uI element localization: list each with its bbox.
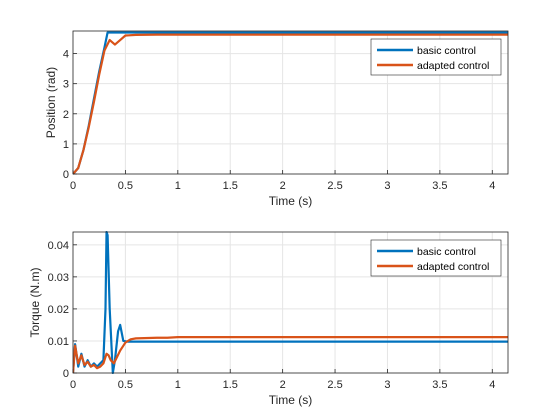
torque-x-tick-label-0: 0	[70, 379, 76, 391]
torque-axes-box	[72, 231, 509, 374]
position-axes	[72, 30, 509, 175]
torque-y-tick-label-3: 0.03	[48, 272, 69, 284]
position-x-tick-label-3: 1.5	[223, 180, 238, 192]
position-x-axis-label: Time (s)	[269, 194, 313, 208]
torque-legend-basic-label: basic control	[417, 246, 476, 258]
torque-x-tick-label-2: 1	[175, 379, 181, 391]
torque-x-tick-label-3: 1.5	[223, 379, 238, 391]
torque-y-tick-label-1: 0.01	[48, 336, 69, 348]
position-y-tick-label-3: 3	[63, 79, 69, 91]
position-ticks: 0 0.5 1 1.5 2 2.5 3 3.5 4 0 1 2 3 4	[63, 49, 495, 192]
position-x-tick-label-7: 3.5	[432, 180, 447, 192]
torque-x-tick-label-1: 0.5	[118, 379, 133, 391]
torque-x-tick-label-5: 2.5	[327, 379, 342, 391]
torque-x-tick-label-7: 3.5	[432, 379, 447, 391]
torque-legend: basic control adapted control	[370, 239, 502, 277]
position-y-tick-label-2: 2	[63, 109, 69, 121]
position-x-tick-label-8: 4	[489, 180, 495, 192]
position-subplot: 0 0.5 1 1.5 2 2.5 3 3.5 4 0 1 2 3 4 Time (s) Position…	[44, 30, 509, 208]
position-y-tick-label-0: 0	[63, 169, 69, 181]
position-axes-box	[72, 30, 509, 175]
position-legend-box	[370, 38, 502, 76]
position-x-tick-label-2: 1	[175, 180, 181, 192]
torque-ticks: 0 0.5 1 1.5 2 2.5 3 3.5 4 0 0.01 0.02 0.03 0.04	[48, 240, 496, 391]
position-x-tick-label-6: 3	[384, 180, 390, 192]
position-y-axis-label: Position (rad)	[44, 67, 58, 138]
torque-x-tick-label-8: 4	[489, 379, 495, 391]
torque-y-axis-label: Torque (N.m)	[28, 267, 42, 337]
torque-y-tick-label-2: 0.02	[48, 304, 69, 316]
torque-series-layer	[73, 231, 508, 374]
torque-x-tick-label-4: 2	[280, 379, 286, 391]
position-grid	[72, 31, 508, 175]
position-legend-basic-label: basic control	[417, 45, 476, 57]
position-legend-adapted-label: adapted control	[417, 60, 489, 72]
position-series-layer	[73, 31, 508, 175]
position-y-tick-label-1: 1	[63, 139, 69, 151]
torque-axes	[72, 231, 509, 374]
position-adapted-control-line	[73, 33, 508, 175]
torque-legend-box	[370, 239, 502, 277]
torque-y-tick-label-4: 0.04	[48, 240, 69, 252]
torque-x-axis-label: Time (s)	[269, 393, 313, 407]
position-x-tick-label-5: 2.5	[327, 180, 342, 192]
position-x-tick-label-4: 2	[280, 180, 286, 192]
position-x-tick-label-1: 0.5	[118, 180, 133, 192]
torque-y-tick-label-0: 0	[63, 368, 69, 380]
torque-legend-adapted-label: adapted control	[417, 261, 489, 273]
torque-adapted-control-line	[73, 336, 508, 374]
position-y-tick-label-4: 4	[63, 49, 69, 61]
position-x-tick-label-0: 0	[70, 180, 76, 192]
position-legend: basic control adapted control	[370, 38, 502, 76]
torque-x-tick-label-6: 3	[384, 379, 390, 391]
torque-subplot: 0 0.5 1 1.5 2 2.5 3 3.5 4 0 0.01 0.02 0.03 0.04 Time …	[28, 231, 509, 407]
